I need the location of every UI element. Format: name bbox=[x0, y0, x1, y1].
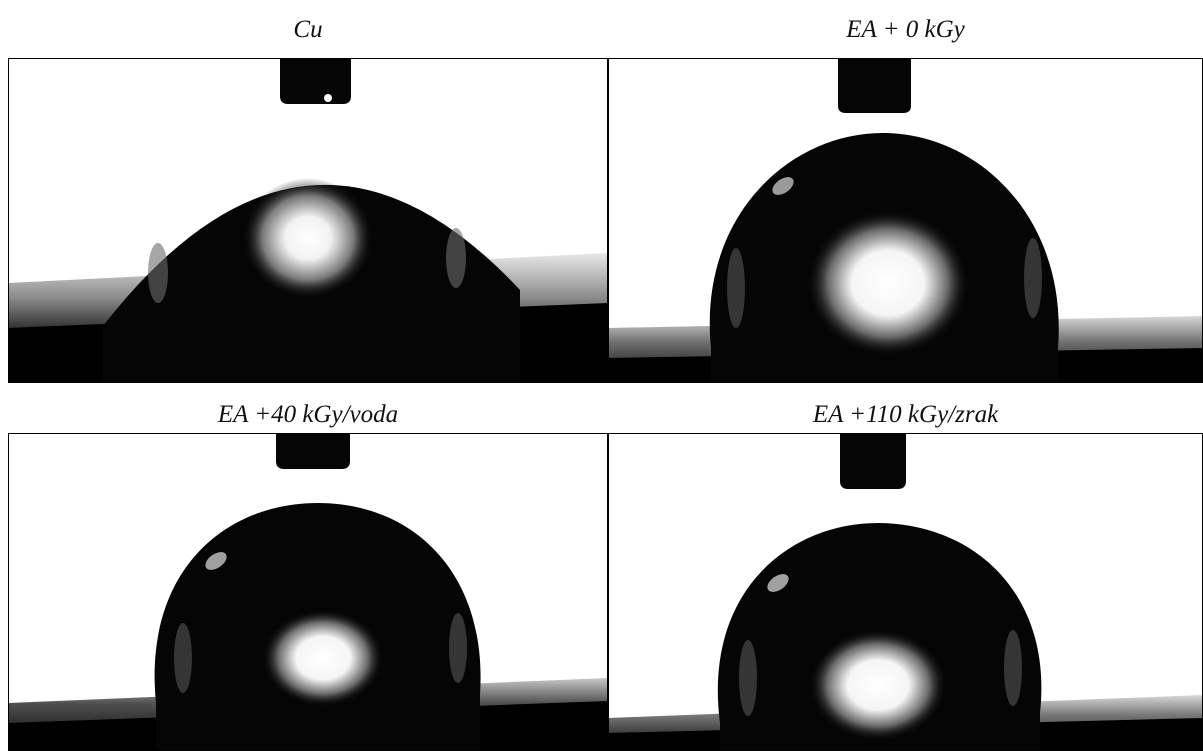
droplet-photo-ea-0-kgy bbox=[608, 58, 1203, 383]
needle bbox=[280, 58, 351, 104]
caption-ea-110-kgy-zrak: EA +110 kGy/zrak bbox=[812, 401, 999, 428]
droplet-photo-ea-40-kgy-voda bbox=[8, 433, 608, 751]
droplet-photo-ea-110-kgy-zrak bbox=[608, 433, 1203, 751]
caption-ea-40-kgy-voda: EA +40 kGy/voda bbox=[217, 401, 399, 428]
caption-ea-0-kgy: EA + 0 kGy bbox=[846, 16, 965, 43]
needle bbox=[838, 58, 911, 113]
needle bbox=[840, 433, 906, 489]
droplet-photo-cu bbox=[8, 58, 608, 383]
caption-cu: Cu bbox=[293, 16, 323, 43]
needle bbox=[276, 433, 350, 469]
